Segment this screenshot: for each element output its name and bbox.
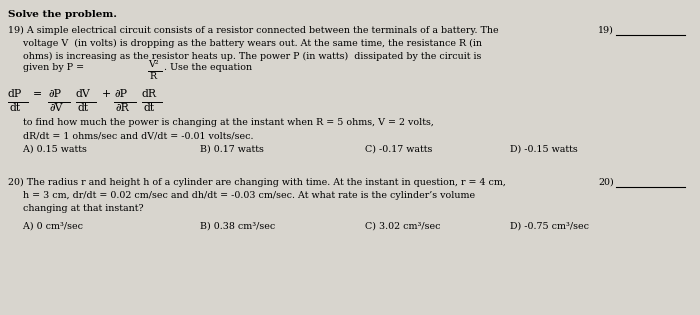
Text: . Use the equation: . Use the equation	[164, 63, 252, 72]
Text: 19): 19)	[598, 26, 614, 35]
Text: dt: dt	[144, 103, 155, 113]
Text: 20) The radius r and height h of a cylinder are changing with time. At the insta: 20) The radius r and height h of a cylin…	[8, 178, 506, 187]
Text: dt: dt	[78, 103, 89, 113]
Text: given by P =: given by P =	[8, 63, 84, 72]
Text: 19) A simple electrical circuit consists of a resistor connected between the ter: 19) A simple electrical circuit consists…	[8, 26, 498, 35]
Text: h = 3 cm, dr/dt = 0.02 cm/sec and dh/dt = -0.03 cm/sec. At what rate is the cyli: h = 3 cm, dr/dt = 0.02 cm/sec and dh/dt …	[8, 191, 475, 200]
Text: V²: V²	[148, 60, 159, 69]
Text: ∂R: ∂R	[115, 103, 129, 113]
Text: B) 0.17 watts: B) 0.17 watts	[200, 145, 264, 154]
Text: to find how much the power is changing at the instant when R = 5 ohms, V = 2 vol: to find how much the power is changing a…	[8, 118, 434, 127]
Text: dt: dt	[10, 103, 21, 113]
Text: voltage V  (in volts) is dropping as the battery wears out. At the same time, th: voltage V (in volts) is dropping as the …	[8, 39, 482, 48]
Text: C) -0.17 watts: C) -0.17 watts	[365, 145, 433, 154]
Text: C) 3.02 cm³/sec: C) 3.02 cm³/sec	[365, 222, 440, 231]
Text: D) -0.15 watts: D) -0.15 watts	[510, 145, 578, 154]
Text: R: R	[150, 72, 157, 81]
Text: D) -0.75 cm³/sec: D) -0.75 cm³/sec	[510, 222, 589, 231]
Text: +: +	[102, 89, 111, 99]
Text: Solve the problem.: Solve the problem.	[8, 10, 117, 19]
Text: =: =	[33, 89, 42, 99]
Text: ∂P: ∂P	[114, 89, 127, 99]
Text: dP: dP	[8, 89, 22, 99]
Text: dR: dR	[142, 89, 157, 99]
Text: changing at that instant?: changing at that instant?	[8, 204, 143, 213]
Text: dV: dV	[76, 89, 91, 99]
Text: B) 0.38 cm³/sec: B) 0.38 cm³/sec	[200, 222, 275, 231]
Text: 20): 20)	[598, 178, 614, 187]
Text: dR/dt = 1 ohms/sec and dV/dt = -0.01 volts/sec.: dR/dt = 1 ohms/sec and dV/dt = -0.01 vol…	[8, 131, 253, 140]
Text: ∂V: ∂V	[49, 103, 62, 113]
Text: ohms) is increasing as the resistor heats up. The power P (in watts)  dissipated: ohms) is increasing as the resistor heat…	[8, 52, 482, 61]
Text: A) 0.15 watts: A) 0.15 watts	[8, 145, 87, 154]
Text: ∂P: ∂P	[48, 89, 61, 99]
Text: A) 0 cm³/sec: A) 0 cm³/sec	[8, 222, 83, 231]
